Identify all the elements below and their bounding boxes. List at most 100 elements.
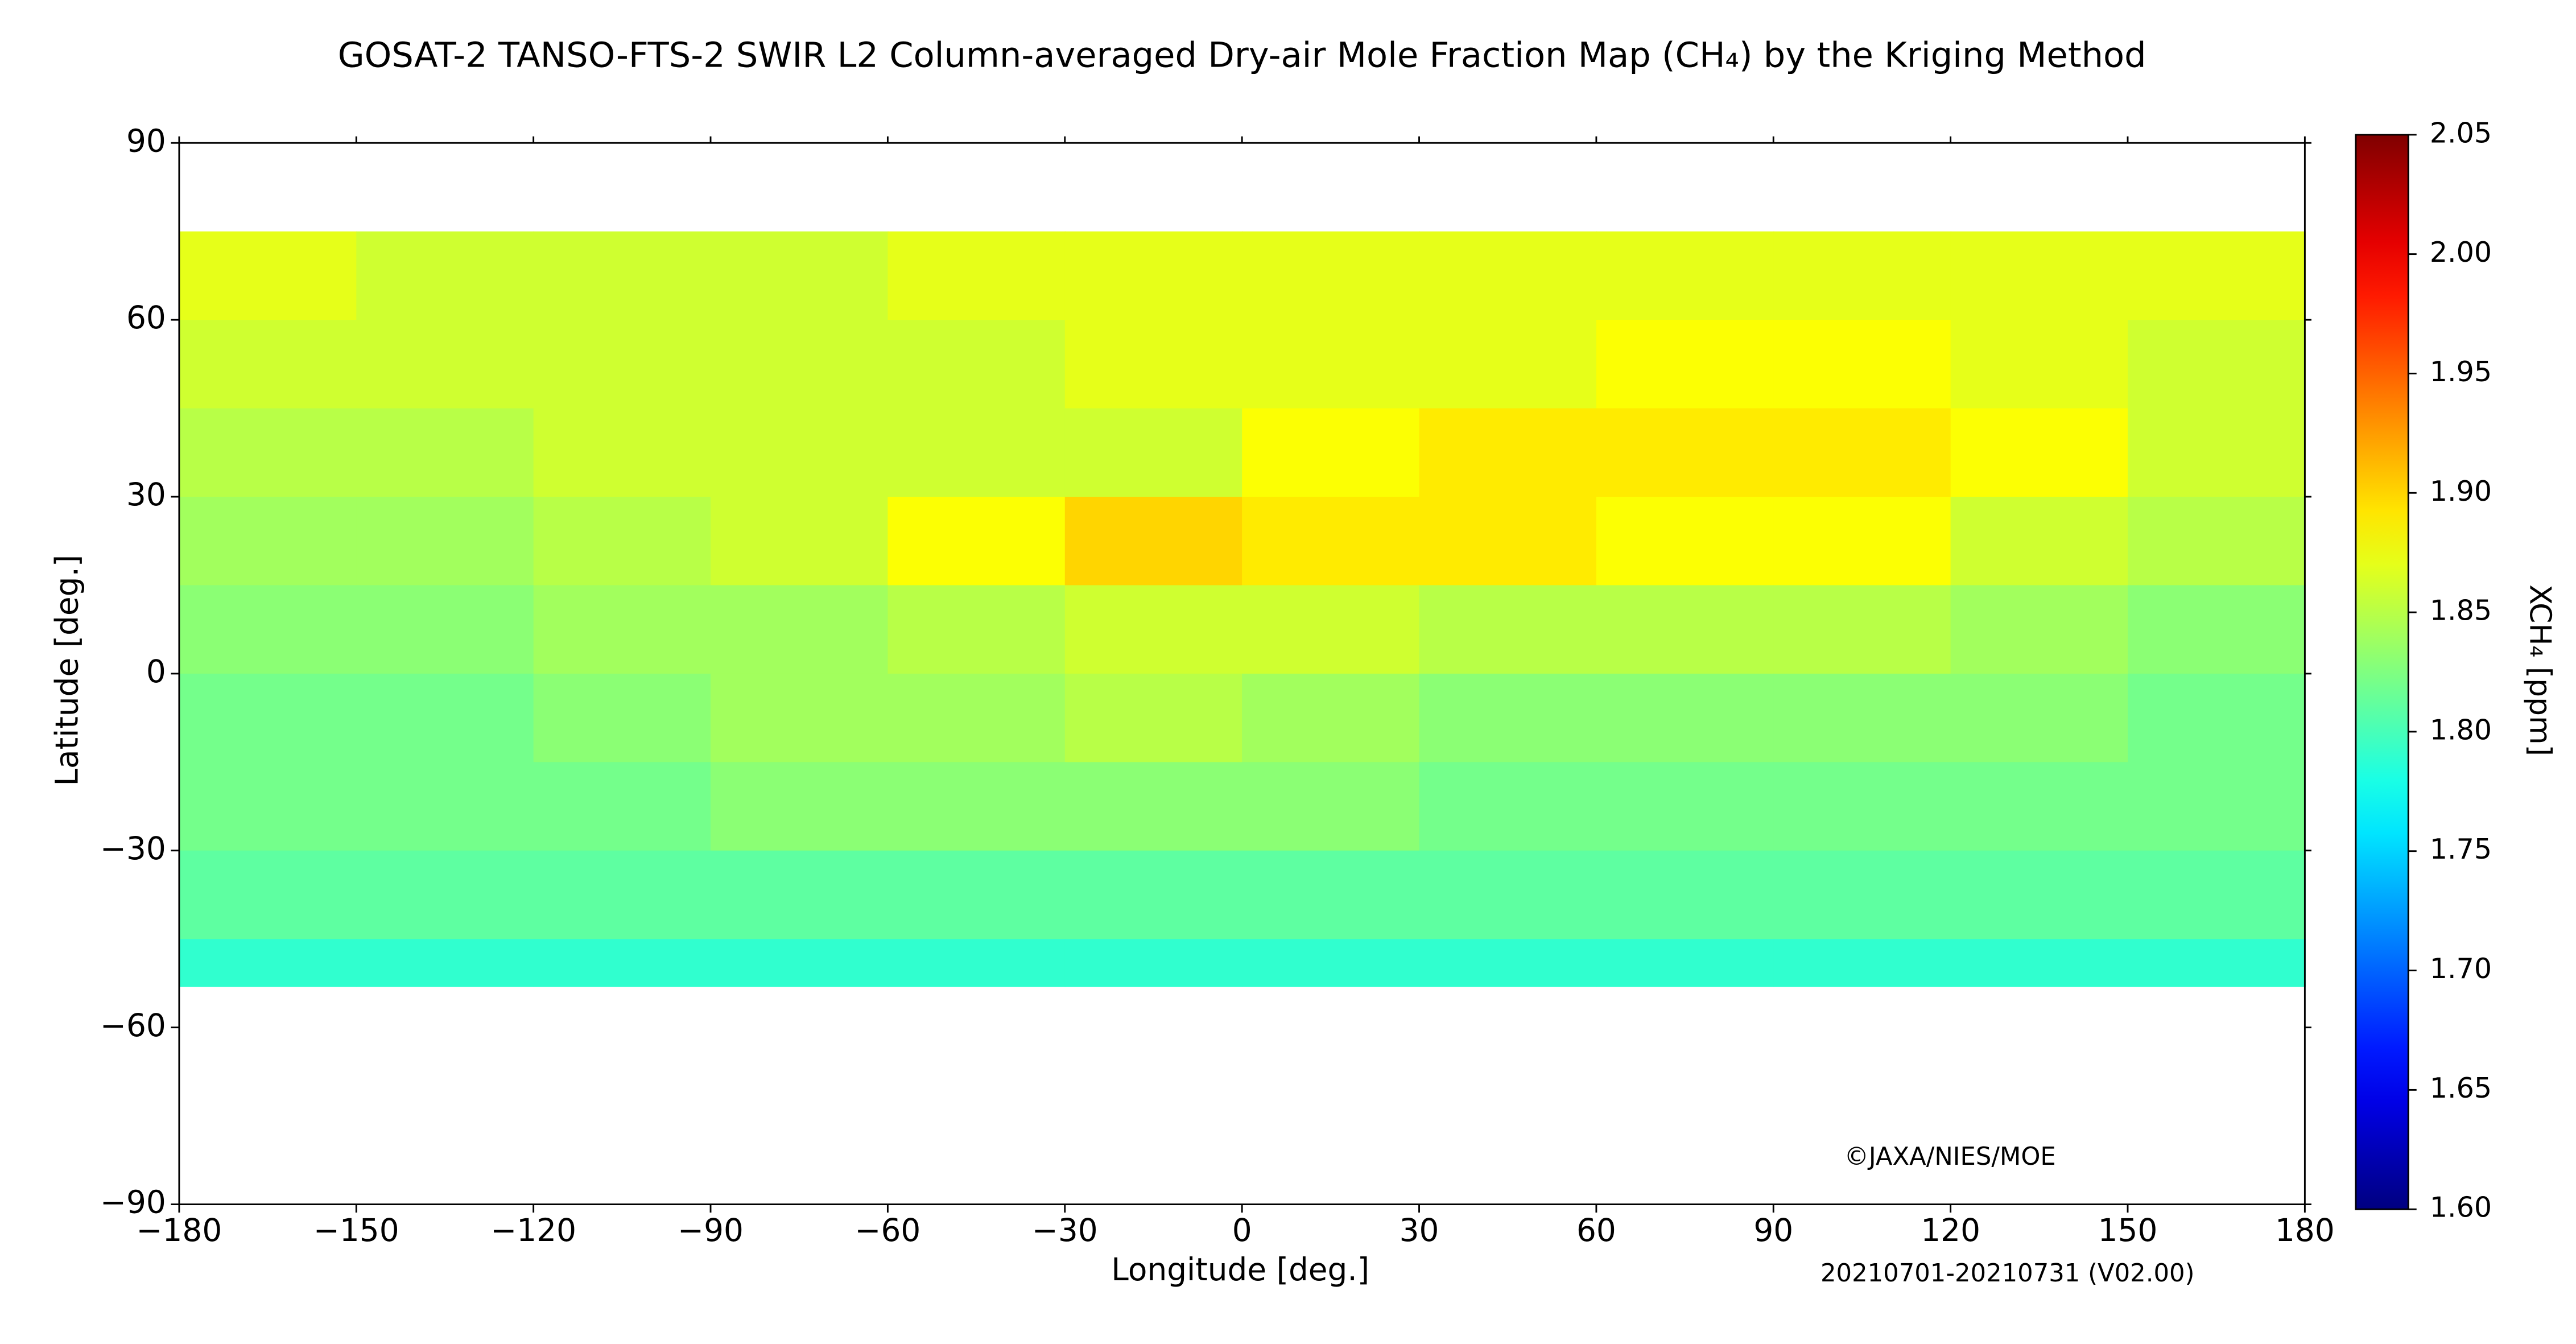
credit: ©JAXA/NIES/MOE [1844, 1143, 2056, 1171]
x-tick-label: −120 [490, 1212, 576, 1248]
cell [356, 231, 535, 321]
colorbar-label: XCH₄ [ppm] [2523, 584, 2557, 756]
cell [356, 850, 535, 940]
cell [1419, 496, 1597, 586]
cell [2128, 850, 2306, 940]
cell [1242, 673, 1420, 763]
cell [2128, 673, 2306, 763]
x-tick-label: −60 [855, 1212, 921, 1248]
cell [1064, 231, 1243, 321]
cell [533, 762, 712, 852]
cell [1064, 320, 1243, 409]
cell [1242, 231, 1420, 321]
cell [356, 585, 535, 675]
cell [1419, 585, 1597, 675]
colorbar-tick-label: 1.80 [2430, 713, 2492, 746]
cell [1064, 673, 1243, 763]
cell [1773, 408, 1952, 498]
cell [1419, 939, 1597, 987]
cell [1773, 939, 1952, 987]
cell [533, 850, 712, 940]
cell [1064, 762, 1243, 852]
x-tick-label: 90 [1753, 1212, 1793, 1248]
cell [1950, 762, 2129, 852]
cell [711, 850, 889, 940]
cell [356, 673, 535, 763]
cell [179, 320, 357, 409]
y-tick-label: 90 [126, 122, 166, 159]
cell [1242, 762, 1420, 852]
x-tick-label: −30 [1032, 1212, 1098, 1248]
cell [1773, 585, 1952, 675]
x-tick-label: 180 [2275, 1212, 2335, 1248]
field [179, 231, 2306, 987]
chart-title: GOSAT-2 TANSO-FTS-2 SWIR L2 Column-avera… [338, 36, 2146, 76]
cell [1242, 408, 1420, 498]
cell [2128, 496, 2306, 586]
cell [887, 231, 1066, 321]
cell [179, 585, 357, 675]
colorbar-tick-label: 1.65 [2430, 1071, 2492, 1104]
x-axis-label: Longitude [deg.] [1111, 1251, 1369, 1288]
cell [179, 939, 357, 987]
cell [1773, 496, 1952, 586]
cell [1064, 496, 1243, 586]
cell [1064, 850, 1243, 940]
cell [1950, 939, 2129, 987]
cell [1950, 496, 2129, 586]
colorbar-tick-label: 1.90 [2430, 475, 2492, 508]
colorbar-tick-label: 1.85 [2430, 594, 2492, 627]
cell [711, 231, 889, 321]
cell [1596, 762, 1774, 852]
y-tick-label: −60 [100, 1007, 166, 1044]
x-tick-label: 30 [1400, 1212, 1439, 1248]
cell [887, 762, 1066, 852]
x-tick-label: 0 [1232, 1212, 1252, 1248]
cell [1419, 673, 1597, 763]
cell [1242, 939, 1420, 987]
colorbar-tick-label: 1.70 [2430, 952, 2492, 985]
colorbar-tick-label: 2.05 [2430, 116, 2492, 149]
cell [1950, 320, 2129, 409]
cell [711, 408, 889, 498]
cell [1950, 408, 2129, 498]
x-tick-label: −180 [137, 1212, 222, 1248]
cell [1596, 320, 1774, 409]
cell [1950, 231, 2129, 321]
cell [711, 496, 889, 586]
cell [1596, 673, 1774, 763]
cell [1596, 850, 1774, 940]
cell [1596, 231, 1774, 321]
cell [711, 673, 889, 763]
cell [1242, 320, 1420, 409]
cell [179, 850, 357, 940]
cell [1419, 320, 1597, 409]
cell [356, 939, 535, 987]
y-tick-label: 0 [146, 653, 166, 690]
cell [711, 585, 889, 675]
colorbar-tick-label: 1.60 [2430, 1191, 2492, 1224]
cell [356, 762, 535, 852]
cell [2128, 320, 2306, 409]
cell [887, 496, 1066, 586]
cell [179, 496, 357, 586]
y-tick-label: −30 [100, 830, 166, 867]
cell [2128, 762, 2306, 852]
cell [533, 231, 712, 321]
cell [179, 762, 357, 852]
cell [179, 408, 357, 498]
cell [1064, 408, 1243, 498]
cell [2128, 231, 2306, 321]
x-tick-label: 150 [2098, 1212, 2158, 1248]
cell [1419, 762, 1597, 852]
cell [533, 320, 712, 409]
y-axis-label: Latitude [deg.] [49, 555, 85, 786]
cell [2128, 585, 2306, 675]
cell [1064, 585, 1243, 675]
cell [533, 939, 712, 987]
cell [1596, 585, 1774, 675]
cell [1950, 585, 2129, 675]
cell [2128, 939, 2306, 987]
cell [356, 320, 535, 409]
